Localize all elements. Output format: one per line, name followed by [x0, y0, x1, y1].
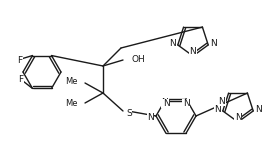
Text: N: N: [218, 97, 225, 106]
Text: N: N: [234, 114, 241, 122]
Text: N: N: [162, 98, 168, 107]
Text: OH: OH: [131, 56, 145, 64]
Text: N: N: [169, 39, 176, 48]
Text: S: S: [126, 109, 132, 117]
Text: N: N: [163, 99, 169, 108]
Text: N: N: [210, 39, 217, 48]
Text: N: N: [183, 99, 189, 108]
Text: N: N: [214, 105, 221, 114]
Text: N: N: [147, 112, 154, 122]
Text: N: N: [255, 105, 262, 114]
Text: Me: Me: [65, 100, 78, 109]
Text: Me: Me: [65, 77, 78, 87]
Text: N: N: [190, 48, 196, 56]
Text: F: F: [17, 56, 22, 65]
Text: F: F: [18, 75, 23, 84]
